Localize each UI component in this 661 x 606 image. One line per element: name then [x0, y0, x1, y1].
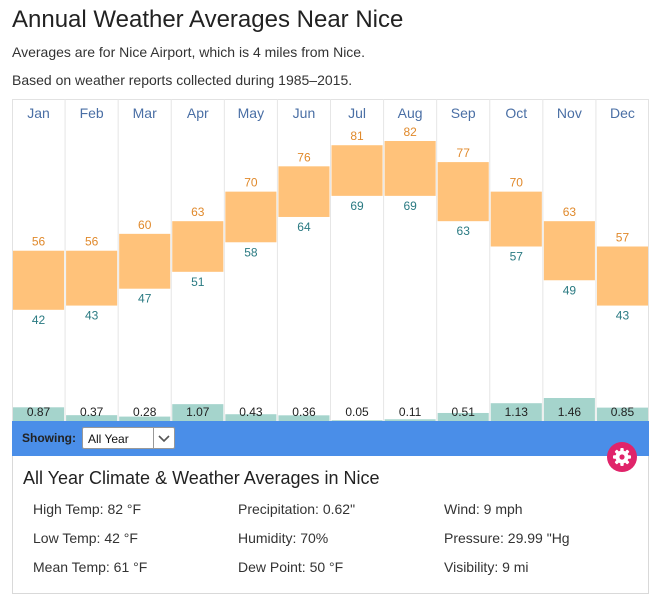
temp-range-bar [437, 162, 489, 222]
low-temp-label: 47 [138, 292, 152, 306]
low-temp-label: 63 [457, 224, 471, 238]
precipitation-label: 0.28 [133, 405, 157, 419]
low-temp-label: 64 [297, 220, 311, 234]
month-label-dec: Dec [610, 105, 635, 121]
stat-precipitation: Precipitation: 0.62" [238, 501, 356, 517]
month-label-jul: Jul [348, 105, 366, 121]
temp-range-bar [596, 246, 648, 306]
period-select-value: All Year [88, 432, 129, 446]
precipitation-bar [596, 407, 648, 421]
temp-range-bar [543, 221, 595, 281]
precipitation-label: 0.05 [345, 405, 369, 419]
month-label-nov: Nov [557, 105, 582, 121]
month-label-feb: Feb [80, 105, 104, 121]
month-label-sep: Sep [451, 105, 476, 121]
low-temp-label: 69 [403, 199, 417, 213]
precipitation-bar [331, 420, 383, 421]
low-temp-label: 58 [244, 245, 258, 259]
month-label-aug: Aug [398, 105, 423, 121]
high-temp-label: 56 [32, 235, 46, 249]
summary-panel: All Year Climate & Weather Averages in N… [12, 456, 649, 594]
stat-wind: Wind: 9 mph [444, 501, 523, 517]
temp-range-bar [66, 250, 118, 306]
precipitation-label: 0.87 [27, 405, 51, 419]
temp-range-bar [384, 141, 436, 196]
temp-range-bar [331, 145, 383, 196]
temp-range-bar [490, 191, 542, 247]
high-temp-label: 56 [85, 235, 99, 249]
high-temp-label: 82 [403, 125, 417, 139]
temp-range-bar [172, 221, 224, 272]
high-temp-label: 70 [244, 176, 258, 190]
stat-humidity: Humidity: 70% [238, 530, 329, 546]
precipitation-label: 0.36 [292, 405, 316, 419]
high-temp-label: 57 [616, 231, 630, 245]
period-select[interactable]: All Year [82, 427, 175, 449]
high-temp-label: 81 [350, 129, 364, 143]
precipitation-label: 0.43 [239, 405, 263, 419]
low-temp-label: 51 [191, 275, 205, 289]
high-temp-label: 63 [563, 205, 577, 219]
temp-range-bar [225, 191, 277, 243]
high-temp-label: 63 [191, 205, 205, 219]
precipitation-bar [13, 407, 65, 421]
temp-range-bar [119, 233, 171, 289]
showing-label: Showing: [22, 431, 76, 445]
stat-high-temp: High Temp: 82 °F [33, 501, 142, 517]
precipitation-bar [278, 415, 330, 421]
month-label-mar: Mar [133, 105, 157, 121]
temp-range-bar [13, 250, 65, 310]
precipitation-label: 0.37 [80, 405, 104, 419]
precipitation-bar [172, 404, 224, 421]
precipitation-label: 1.07 [186, 405, 210, 419]
precipitation-label: 0.11 [399, 405, 422, 419]
precipitation-bar [490, 403, 542, 421]
low-temp-label: 42 [32, 313, 46, 327]
month-label-jan: Jan [27, 105, 50, 121]
summary-title: All Year Climate & Weather Averages in N… [23, 468, 380, 488]
stat-low-temp: Low Temp: 42 °F [33, 530, 138, 546]
page-title: Annual Weather Averages Near Nice [12, 6, 404, 33]
low-temp-label: 49 [563, 283, 577, 297]
subtitle-period: Based on weather reports collected durin… [12, 72, 353, 88]
month-label-oct: Oct [505, 105, 527, 121]
month-label-may: May [238, 105, 264, 121]
high-temp-label: 70 [510, 176, 524, 190]
high-temp-label: 60 [138, 218, 152, 232]
precipitation-bar [437, 412, 489, 421]
subtitle-source: Averages are for Nice Airport, which is … [12, 44, 365, 60]
stat-pressure: Pressure: 29.99 "Hg [444, 530, 570, 546]
precipitation-label: 1.46 [558, 405, 582, 419]
precipitation-bar [384, 419, 436, 421]
month-label-apr: Apr [187, 105, 209, 121]
stat-dew-point: Dew Point: 50 °F [238, 559, 344, 575]
precipitation-bar [66, 415, 118, 421]
precipitation-bar [543, 398, 595, 421]
low-temp-label: 43 [616, 309, 630, 323]
precipitation-bar [119, 416, 171, 421]
low-temp-label: 69 [350, 199, 364, 213]
precipitation-label: 1.13 [505, 405, 529, 419]
chevron-down-icon[interactable] [153, 428, 174, 448]
gear-icon[interactable] [607, 442, 637, 472]
low-temp-label: 43 [85, 309, 99, 323]
temp-range-bar [278, 166, 330, 217]
filter-bar: Showing: All Year [12, 421, 649, 456]
high-temp-label: 77 [457, 146, 471, 160]
month-label-jun: Jun [293, 105, 316, 121]
precipitation-bar [225, 414, 277, 421]
precipitation-label: 0.85 [611, 405, 635, 419]
weather-chart: Jan 56 42 0.87 Feb 56 43 0.37 Mar 60 47 0.28 Apr 63 51… [13, 99, 648, 421]
high-temp-label: 76 [297, 150, 311, 164]
precipitation-label: 0.51 [452, 405, 476, 419]
low-temp-label: 57 [510, 250, 524, 264]
stat-mean-temp: Mean Temp: 61 °F [33, 559, 148, 575]
stat-visibility: Visibility: 9 mi [444, 559, 529, 575]
